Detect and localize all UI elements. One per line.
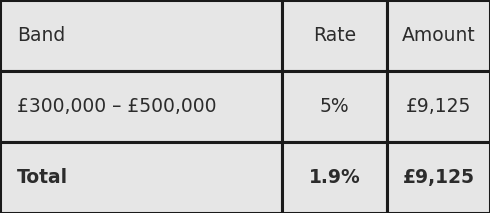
- Bar: [0, 0, 282, 71]
- Bar: [387, 71, 490, 142]
- Bar: [0, 71, 282, 142]
- Text: Total: Total: [17, 168, 68, 187]
- Text: 5%: 5%: [319, 97, 349, 116]
- Text: £300,000 – £500,000: £300,000 – £500,000: [17, 97, 217, 116]
- Bar: [282, 142, 387, 213]
- Text: £9,125: £9,125: [403, 168, 474, 187]
- Text: Amount: Amount: [402, 26, 475, 45]
- Text: 1.9%: 1.9%: [309, 168, 360, 187]
- Text: Band: Band: [17, 26, 65, 45]
- Bar: [0, 142, 282, 213]
- Text: £9,125: £9,125: [406, 97, 471, 116]
- Bar: [387, 142, 490, 213]
- Bar: [282, 0, 387, 71]
- Bar: [387, 0, 490, 71]
- Text: Rate: Rate: [313, 26, 356, 45]
- Bar: [282, 71, 387, 142]
